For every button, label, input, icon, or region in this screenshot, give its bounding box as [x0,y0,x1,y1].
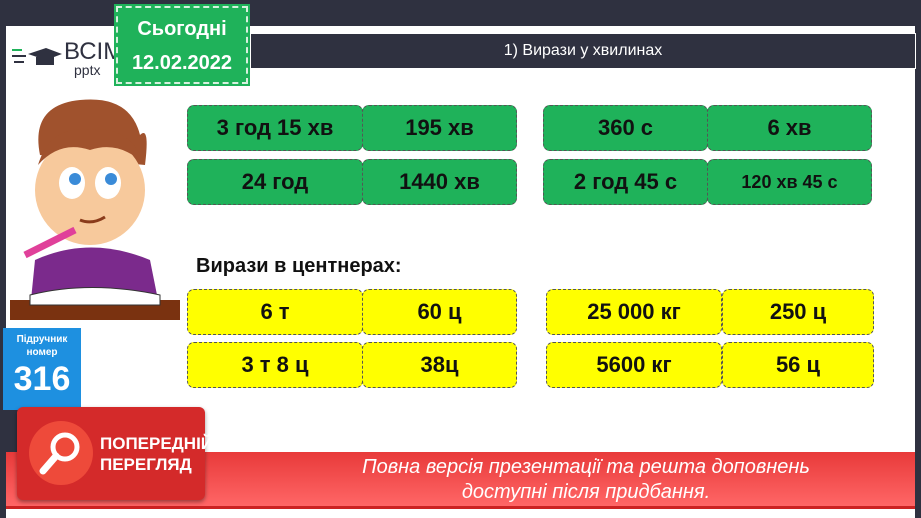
minutes-cell: 195 хв [362,105,517,151]
centners-cell: 60 ц [362,289,517,335]
minutes-cell: 360 с [543,105,708,151]
minutes-cell: 24 год [187,159,363,205]
boy-illustration [10,99,180,320]
slide-title: 1) Вирази у хвилинах [250,33,916,69]
today-label: Сьогодні [137,18,227,40]
textbook-number: 316 [13,360,71,398]
centners-cell: 3 т 8 ц [187,342,363,388]
logo-subtext: pptx [74,62,101,78]
centners-heading: Вирази в центнерах: [196,255,402,277]
magnifier-icon [29,421,93,485]
preview-line-1: ПОПЕРЕДНІЙ [100,434,214,453]
banner-line-1: Повна версія презентації та решта доповн… [362,456,810,478]
minutes-cell: 6 хв [707,105,872,151]
number-label: номер [26,347,58,358]
textbook-label: Підручник [16,334,68,345]
date-badge: Сьогодні 12.02.2022 [114,4,250,86]
minutes-cell: 2 год 45 с [543,159,708,205]
date-text: 12.02.2022 [131,52,233,74]
centners-cell: 5600 кг [546,342,722,388]
minutes-cell: 3 год 15 хв [187,105,363,151]
logo-text: ВСІМ [64,38,124,65]
minutes-cell: 120 хв 45 с [707,159,872,205]
centners-cell: 38ц [362,342,517,388]
banner-line-2: доступні після придбання. [461,481,711,503]
centners-cell: 250 ц [722,289,874,335]
textbook-number-badge: Підручник номер 316 [3,328,81,410]
preview-line-2: ПЕРЕГЛЯД [100,455,192,474]
graduation-cap-icon [12,48,62,65]
centners-cell: 25 000 кг [546,289,722,335]
minutes-cell: 1440 хв [362,159,517,205]
centners-cell: 6 т [187,289,363,335]
centners-cell: 56 ц [722,342,874,388]
preview-badge[interactable]: ПОПЕРЕДНІЙ ПЕРЕГЛЯД [17,407,213,500]
